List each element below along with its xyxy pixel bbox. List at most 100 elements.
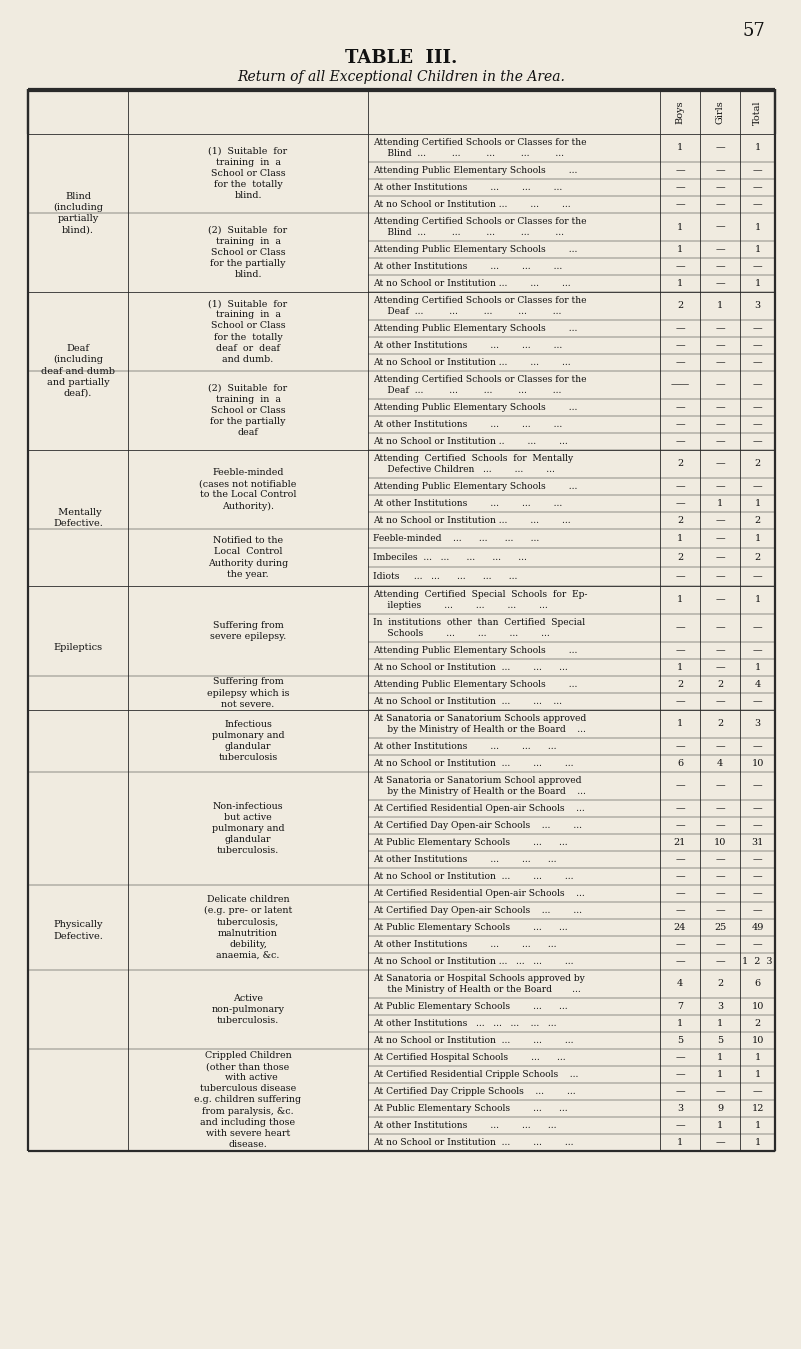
- Text: At Certified Residential Cripple Schools    ...: At Certified Residential Cripple Schools…: [373, 1070, 578, 1079]
- Text: —: —: [715, 956, 725, 966]
- Text: 2: 2: [717, 680, 723, 689]
- Text: —: —: [675, 403, 685, 411]
- Text: Girls: Girls: [715, 101, 724, 124]
- Text: Attending Public Elementary Schools        ...: Attending Public Elementary Schools ...: [373, 646, 578, 656]
- Text: —: —: [715, 871, 725, 881]
- Text: —: —: [753, 781, 763, 791]
- Text: —: —: [753, 871, 763, 881]
- Text: At Public Elementary Schools        ...      ...: At Public Elementary Schools ... ...: [373, 1103, 568, 1113]
- Text: Attending Public Elementary Schools        ...: Attending Public Elementary Schools ...: [373, 166, 578, 175]
- Text: 2: 2: [717, 979, 723, 989]
- Text: 1: 1: [717, 1121, 723, 1130]
- Text: 2: 2: [755, 553, 761, 563]
- Text: 3: 3: [677, 1103, 683, 1113]
- Text: At Certified Residential Open-air Schools    ...: At Certified Residential Open-air School…: [373, 889, 585, 898]
- Text: ——: ——: [670, 380, 690, 390]
- Text: —: —: [715, 553, 725, 563]
- Text: At Sanatoria or Hospital Schools approved by
     the Ministry of Health or the : At Sanatoria or Hospital Schools approve…: [373, 974, 585, 994]
- Text: —: —: [753, 200, 763, 209]
- Text: 2: 2: [677, 553, 683, 563]
- Text: —: —: [715, 1139, 725, 1147]
- Text: 10: 10: [751, 1002, 763, 1010]
- Text: Deaf
(including
deaf and dumb
and partially
deaf).: Deaf (including deaf and dumb and partia…: [41, 344, 115, 398]
- Text: At no School or Institution  ...        ...        ...: At no School or Institution ... ... ...: [373, 1036, 574, 1045]
- Text: —: —: [715, 460, 725, 468]
- Text: —: —: [715, 822, 725, 830]
- Text: At other Institutions        ...        ...      ...: At other Institutions ... ... ...: [373, 742, 557, 751]
- Text: 1: 1: [677, 246, 683, 254]
- Text: —: —: [753, 166, 763, 175]
- Text: —: —: [715, 166, 725, 175]
- Text: —: —: [675, 437, 685, 447]
- Text: 1: 1: [677, 223, 683, 232]
- Text: Active
non-pulmonary
tuberculosis.: Active non-pulmonary tuberculosis.: [211, 994, 284, 1025]
- Text: Boys: Boys: [675, 101, 685, 124]
- Text: 10: 10: [751, 759, 763, 768]
- Text: At other Institutions        ...        ...      ...: At other Institutions ... ... ...: [373, 855, 557, 863]
- Text: —: —: [675, 357, 685, 367]
- Text: 1: 1: [717, 1018, 723, 1028]
- Text: In  institutions  other  than  Certified  Special
     Schools        ...       : In institutions other than Certified Spe…: [373, 618, 585, 638]
- Text: 2: 2: [717, 719, 723, 728]
- Text: At other Institutions        ...        ...        ...: At other Institutions ... ... ...: [373, 341, 562, 349]
- Text: At Sanatoria or Sanatorium Schools approved
     by the Ministry of Health or th: At Sanatoria or Sanatorium Schools appro…: [373, 714, 586, 734]
- Text: (2)  Suitable  for
training  in  a
School or Class
for the partially
blind.: (2) Suitable for training in a School or…: [208, 225, 288, 279]
- Text: —: —: [675, 420, 685, 429]
- Text: 5: 5: [717, 1036, 723, 1045]
- Text: 2: 2: [677, 680, 683, 689]
- Text: —: —: [715, 804, 725, 813]
- Text: 57: 57: [743, 22, 766, 40]
- Text: 1: 1: [677, 662, 683, 672]
- Text: At no School or Institution ...        ...        ...: At no School or Institution ... ... ...: [373, 200, 570, 209]
- Text: —: —: [675, 855, 685, 863]
- Text: 7: 7: [677, 1002, 683, 1010]
- Text: 10: 10: [751, 1036, 763, 1045]
- Text: —: —: [753, 420, 763, 429]
- Text: —: —: [675, 956, 685, 966]
- Text: At other Institutions        ...        ...      ...: At other Institutions ... ... ...: [373, 940, 557, 948]
- Text: 10: 10: [714, 838, 727, 847]
- Text: Attending Public Elementary Schools        ...: Attending Public Elementary Schools ...: [373, 680, 578, 689]
- Text: Epileptics: Epileptics: [54, 643, 103, 653]
- Text: 1: 1: [755, 279, 761, 287]
- Text: —: —: [675, 646, 685, 656]
- Text: At other Institutions   ...   ...   ...    ...   ...: At other Institutions ... ... ... ... ..…: [373, 1018, 557, 1028]
- Text: —: —: [675, 183, 685, 192]
- Text: —: —: [675, 871, 685, 881]
- Text: 1: 1: [755, 223, 761, 232]
- Text: —: —: [675, 1070, 685, 1079]
- Text: —: —: [753, 697, 763, 706]
- Text: Attending Certified Schools or Classes for the
     Blind  ...         ...      : Attending Certified Schools or Classes f…: [373, 138, 586, 158]
- Text: At no School or Institution  ...        ...    ...: At no School or Institution ... ... ...: [373, 697, 562, 706]
- Text: Feeble-minded
(cases not notifiable
to the Local Control
Authority).: Feeble-minded (cases not notifiable to t…: [199, 468, 296, 511]
- Text: 2: 2: [755, 517, 761, 525]
- Text: Attending  Certified  Schools  for  Mentally
     Defective Children   ...      : Attending Certified Schools for Mentally…: [373, 455, 574, 473]
- Text: —: —: [675, 907, 685, 915]
- Text: —: —: [715, 324, 725, 333]
- Text: At Certified Day Open-air Schools    ...        ...: At Certified Day Open-air Schools ... ..…: [373, 907, 582, 915]
- Text: 21: 21: [674, 838, 686, 847]
- Text: 1: 1: [677, 143, 683, 152]
- Text: (1)  Suitable  for
training  in  a
School or Class
for the  totally
deaf  or  de: (1) Suitable for training in a School or…: [208, 299, 288, 364]
- Text: —: —: [753, 855, 763, 863]
- Text: —: —: [675, 482, 685, 491]
- Text: —: —: [675, 324, 685, 333]
- Text: —: —: [675, 781, 685, 791]
- Text: Imbeciles  ...   ...      ...      ...      ...: Imbeciles ... ... ... ... ...: [373, 553, 527, 563]
- Text: 49: 49: [751, 923, 763, 932]
- Text: 3: 3: [717, 1002, 723, 1010]
- Text: 4: 4: [717, 759, 723, 768]
- Text: At no School or Institution ..        ...        ...: At no School or Institution .. ... ...: [373, 437, 568, 447]
- Text: —: —: [715, 246, 725, 254]
- Text: —: —: [715, 662, 725, 672]
- Text: Feeble-minded    ...      ...      ...      ...: Feeble-minded ... ... ... ...: [373, 534, 539, 544]
- Text: —: —: [675, 262, 685, 271]
- Text: —: —: [715, 279, 725, 287]
- Text: At Public Elementary Schools        ...      ...: At Public Elementary Schools ... ...: [373, 838, 568, 847]
- Text: 2: 2: [755, 460, 761, 468]
- Text: 1: 1: [755, 1139, 761, 1147]
- Text: 25: 25: [714, 923, 727, 932]
- Text: —: —: [675, 341, 685, 349]
- Text: Attending Certified Schools or Classes for the
     Deaf  ...         ...       : Attending Certified Schools or Classes f…: [373, 375, 586, 395]
- Text: —: —: [675, 166, 685, 175]
